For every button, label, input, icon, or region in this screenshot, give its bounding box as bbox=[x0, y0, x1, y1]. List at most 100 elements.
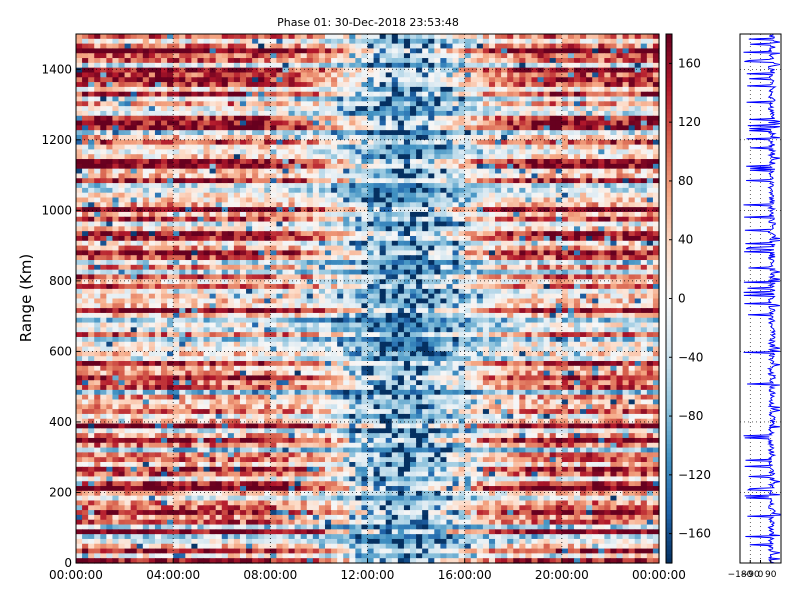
heatmap-cell bbox=[331, 226, 338, 232]
heatmap-cell bbox=[349, 144, 356, 151]
heatmap-cell bbox=[385, 202, 393, 208]
heatmap-cell bbox=[331, 86, 338, 93]
heatmap-cell bbox=[434, 67, 441, 74]
heatmap-cell bbox=[598, 231, 605, 237]
heatmap-cell bbox=[154, 134, 162, 141]
heatmap-cell bbox=[634, 34, 642, 40]
heatmap-cell bbox=[361, 86, 369, 93]
heatmap-cell bbox=[616, 91, 624, 98]
heatmap-cell bbox=[495, 221, 502, 227]
heatmap-cell bbox=[573, 183, 581, 189]
heatmap-cell bbox=[507, 178, 514, 184]
heatmap-cell bbox=[318, 173, 326, 179]
heatmap-cell bbox=[646, 48, 654, 54]
heatmap-cell bbox=[276, 221, 284, 227]
heatmap-cell bbox=[239, 192, 247, 199]
heatmap-cell bbox=[349, 110, 356, 117]
heatmap-cell bbox=[495, 82, 502, 88]
heatmap-cell bbox=[324, 173, 332, 179]
heatmap-cell bbox=[197, 34, 205, 40]
heatmap-cell bbox=[586, 82, 593, 88]
heatmap-cell bbox=[519, 163, 526, 170]
heatmap-cell bbox=[592, 125, 599, 131]
heatmap-cell bbox=[76, 226, 83, 232]
heatmap-cell bbox=[367, 159, 375, 165]
heatmap-cell bbox=[270, 216, 277, 223]
heatmap-cell bbox=[337, 255, 344, 261]
heatmap-cell bbox=[391, 163, 399, 170]
heatmap-cell bbox=[233, 192, 241, 199]
heatmap-cell bbox=[331, 62, 338, 69]
heatmap-cell bbox=[118, 58, 126, 64]
heatmap-cell bbox=[227, 202, 235, 208]
heatmap-cell bbox=[191, 82, 199, 88]
heatmap-cell bbox=[379, 134, 387, 141]
heatmap-cell bbox=[622, 125, 630, 131]
heatmap-cell bbox=[586, 269, 593, 276]
heatmap-cell bbox=[312, 187, 320, 194]
heatmap-cell bbox=[306, 149, 314, 155]
heatmap-cell bbox=[258, 187, 265, 194]
heatmap-cell bbox=[324, 221, 332, 227]
heatmap-cell bbox=[397, 125, 405, 131]
heatmap-cell bbox=[513, 134, 520, 141]
heatmap-cell bbox=[586, 62, 593, 69]
heatmap-cell bbox=[270, 255, 277, 261]
heatmap-cell bbox=[604, 154, 612, 160]
heatmap-cell bbox=[634, 72, 642, 78]
heatmap-cell bbox=[331, 192, 338, 199]
heatmap-cell bbox=[88, 168, 95, 175]
heatmap-cell bbox=[264, 67, 271, 74]
heatmap-cell bbox=[440, 173, 448, 179]
heatmap-cell bbox=[495, 168, 502, 175]
heatmap-cell bbox=[628, 144, 636, 151]
heatmap-cell bbox=[331, 178, 338, 184]
heatmap-cell bbox=[549, 58, 557, 64]
heatmap-cell bbox=[167, 264, 174, 271]
heatmap-cell bbox=[300, 58, 308, 64]
heatmap-cell bbox=[555, 216, 563, 223]
heatmap-cell bbox=[525, 96, 533, 102]
heatmap-cell bbox=[343, 149, 350, 155]
heatmap-cell bbox=[543, 226, 551, 232]
heatmap-cell bbox=[652, 197, 660, 203]
heatmap-cell bbox=[561, 101, 569, 107]
heatmap-cell bbox=[646, 250, 654, 256]
heatmap-cell bbox=[179, 62, 186, 69]
heatmap-cell bbox=[349, 58, 356, 64]
heatmap-cell bbox=[252, 144, 259, 151]
heatmap-cell bbox=[458, 173, 466, 179]
heatmap-cell bbox=[142, 58, 150, 64]
heatmap-cell bbox=[628, 86, 636, 93]
heatmap-cell bbox=[82, 58, 89, 64]
heatmap-cell bbox=[598, 211, 605, 218]
heatmap-cell bbox=[519, 149, 526, 155]
heatmap-cell bbox=[525, 178, 533, 184]
heatmap-cell bbox=[416, 216, 423, 223]
heatmap-cell bbox=[221, 38, 229, 45]
heatmap-cell bbox=[519, 77, 526, 83]
heatmap-cell bbox=[94, 192, 101, 199]
heatmap-cell bbox=[580, 255, 587, 261]
heatmap-cell bbox=[458, 67, 466, 74]
heatmap-cell bbox=[622, 62, 630, 69]
heatmap-cell bbox=[525, 250, 533, 256]
heatmap-cell bbox=[306, 120, 314, 126]
heatmap-cell bbox=[337, 38, 344, 45]
heatmap-cell bbox=[106, 130, 114, 136]
heatmap-cell bbox=[312, 149, 320, 155]
heatmap-cell bbox=[252, 106, 259, 112]
heatmap-cell bbox=[312, 168, 320, 175]
heatmap-cell bbox=[561, 48, 569, 54]
heatmap-cell bbox=[318, 250, 326, 256]
heatmap-cell bbox=[197, 115, 205, 122]
heatmap-cell bbox=[203, 120, 211, 126]
heatmap-cell bbox=[422, 269, 429, 276]
heatmap-cell bbox=[246, 139, 253, 146]
heatmap-cell bbox=[118, 221, 126, 227]
heatmap-cell bbox=[555, 279, 563, 285]
heatmap-cell bbox=[136, 96, 144, 102]
heatmap-cell bbox=[537, 43, 545, 50]
heatmap-cell bbox=[567, 192, 575, 199]
heatmap-cell bbox=[318, 211, 326, 218]
